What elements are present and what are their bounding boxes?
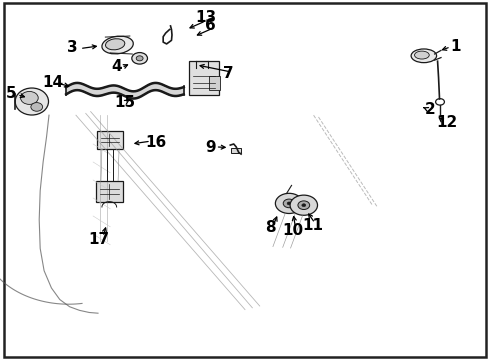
Bar — [96, 181, 123, 202]
Text: 5: 5 — [5, 86, 16, 101]
Text: 13: 13 — [195, 10, 217, 25]
Circle shape — [283, 199, 295, 208]
Ellipse shape — [411, 49, 437, 63]
Text: 17: 17 — [88, 232, 110, 247]
Text: 11: 11 — [302, 217, 323, 233]
Circle shape — [275, 193, 303, 213]
Text: 8: 8 — [265, 220, 276, 235]
Text: 16: 16 — [145, 135, 167, 150]
Text: 4: 4 — [111, 59, 122, 74]
Circle shape — [136, 56, 143, 61]
Text: 10: 10 — [282, 223, 304, 238]
Text: 15: 15 — [114, 95, 136, 110]
Bar — [97, 131, 122, 149]
Bar — [209, 76, 220, 90]
Circle shape — [287, 202, 291, 205]
Text: 2: 2 — [425, 102, 436, 117]
Circle shape — [298, 201, 310, 210]
Text: 12: 12 — [436, 115, 458, 130]
Text: 14: 14 — [42, 75, 64, 90]
Bar — [231, 148, 241, 153]
Text: 1: 1 — [450, 39, 461, 54]
Circle shape — [290, 195, 318, 215]
Text: 9: 9 — [205, 140, 216, 155]
Ellipse shape — [102, 36, 133, 54]
Text: 7: 7 — [222, 66, 233, 81]
Text: 3: 3 — [67, 40, 78, 55]
Circle shape — [31, 103, 43, 111]
Ellipse shape — [415, 51, 429, 59]
Circle shape — [132, 53, 147, 64]
Bar — [189, 61, 219, 95]
Ellipse shape — [15, 88, 49, 115]
Circle shape — [302, 204, 306, 207]
Ellipse shape — [105, 39, 125, 50]
Circle shape — [21, 91, 38, 104]
Text: 6: 6 — [205, 18, 216, 33]
